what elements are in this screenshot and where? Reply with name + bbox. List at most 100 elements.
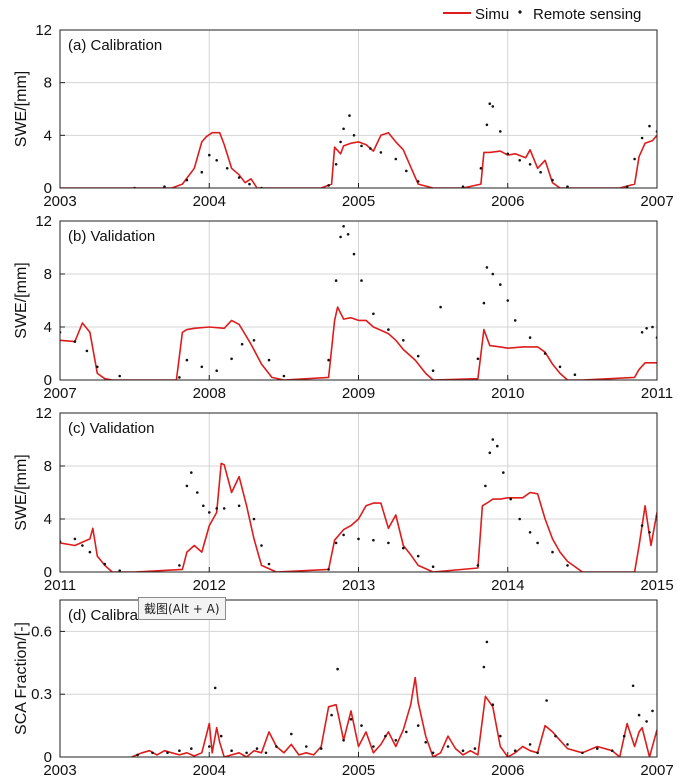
point-remote-sensing bbox=[491, 272, 495, 276]
y-tick-label: 0 bbox=[44, 564, 52, 581]
point-remote-sensing bbox=[482, 665, 486, 669]
series-line-simu bbox=[60, 462, 657, 572]
point-remote-sensing bbox=[275, 745, 278, 748]
panel-title: (a) Calibration bbox=[68, 37, 162, 54]
point-remote-sensing bbox=[566, 564, 569, 567]
point-remote-sensing bbox=[633, 157, 636, 161]
point-remote-sensing bbox=[513, 749, 517, 752]
point-remote-sensing bbox=[402, 546, 405, 550]
point-remote-sensing bbox=[631, 684, 635, 688]
point-remote-sensing bbox=[185, 358, 189, 362]
point-remote-sensing bbox=[215, 159, 218, 162]
point-remote-sensing bbox=[640, 136, 644, 140]
x-tick-label: 2009 bbox=[342, 385, 375, 402]
point-remote-sensing bbox=[245, 751, 248, 755]
x-tick-label: 2007 bbox=[43, 385, 76, 402]
point-remote-sensing bbox=[651, 325, 654, 329]
point-remote-sensing bbox=[334, 279, 338, 282]
point-remote-sensing bbox=[554, 734, 557, 738]
point-remote-sensing bbox=[96, 365, 99, 369]
x-tick-label: 2008 bbox=[193, 385, 226, 402]
point-remote-sensing bbox=[416, 354, 420, 358]
x-tick-label: 2003 bbox=[43, 193, 76, 210]
point-remote-sensing bbox=[200, 365, 204, 369]
point-remote-sensing bbox=[327, 184, 330, 187]
point-remote-sensing bbox=[369, 147, 372, 150]
series-line-simu bbox=[60, 131, 657, 188]
point-remote-sensing bbox=[357, 537, 360, 541]
point-remote-sensing bbox=[485, 266, 489, 269]
x-tick-label: 2005 bbox=[342, 762, 375, 779]
point-remote-sensing bbox=[202, 504, 205, 508]
point-remote-sensing bbox=[190, 471, 193, 474]
x-tick-label: 2011 bbox=[44, 577, 76, 594]
point-remote-sensing bbox=[163, 185, 166, 188]
point-remote-sensing bbox=[473, 747, 477, 750]
point-remote-sensing bbox=[360, 724, 363, 727]
point-remote-sensing bbox=[488, 102, 492, 105]
x-tick-label: 2003 bbox=[43, 762, 76, 779]
point-remote-sensing bbox=[416, 180, 420, 183]
point-remote-sensing bbox=[387, 328, 390, 331]
point-remote-sensing bbox=[178, 376, 181, 379]
point-remote-sensing bbox=[290, 732, 293, 736]
point-remote-sensing bbox=[225, 167, 229, 170]
x-tick-label: 2007 bbox=[640, 762, 673, 779]
point-remote-sensing bbox=[319, 747, 323, 750]
point-remote-sensing bbox=[566, 185, 569, 188]
point-remote-sensing bbox=[461, 749, 465, 752]
point-remote-sensing bbox=[536, 751, 539, 755]
point-remote-sensing bbox=[237, 176, 241, 179]
point-remote-sensing bbox=[461, 185, 465, 188]
point-remote-sensing bbox=[264, 751, 268, 755]
y-tick-label: 4 bbox=[44, 319, 52, 336]
panel-1: 2003 2004 2005 2006 2007 0 4 8 12 SWE/[mm] (a) Cal… bbox=[13, 22, 674, 210]
y-tick-label: 0 bbox=[44, 749, 52, 766]
point-remote-sensing bbox=[491, 703, 495, 706]
point-remote-sensing bbox=[545, 699, 548, 702]
y-tick-label: 4 bbox=[44, 127, 52, 144]
point-remote-sensing bbox=[651, 709, 654, 713]
y-tick-label: 8 bbox=[44, 458, 52, 475]
screenshot-tooltip: 截图(Alt + A) bbox=[138, 597, 226, 620]
point-remote-sensing bbox=[394, 739, 398, 742]
point-remote-sensing bbox=[215, 369, 218, 373]
point-remote-sensing bbox=[219, 734, 223, 738]
point-remote-sensing bbox=[543, 352, 547, 355]
point-remote-sensing bbox=[496, 444, 499, 448]
point-remote-sensing bbox=[339, 235, 342, 239]
x-tick-label: 2004 bbox=[193, 193, 226, 210]
x-tick-label: 2015 bbox=[640, 577, 673, 594]
point-remote-sensing bbox=[528, 531, 532, 534]
point-remote-sensing bbox=[596, 747, 599, 750]
point-remote-sensing bbox=[230, 749, 233, 752]
point-remote-sensing bbox=[327, 568, 330, 571]
point-remote-sensing bbox=[360, 279, 363, 282]
point-remote-sensing bbox=[499, 130, 502, 133]
point-remote-sensing bbox=[645, 327, 648, 330]
point-remote-sensing bbox=[248, 182, 251, 186]
legend-rs-swatch bbox=[518, 10, 522, 14]
point-remote-sensing bbox=[336, 667, 339, 671]
point-remote-sensing bbox=[405, 730, 408, 734]
y-tick-label: 0.3 bbox=[31, 686, 52, 703]
point-remote-sensing bbox=[416, 554, 420, 558]
point-remote-sensing bbox=[151, 751, 154, 755]
x-tick-label: 2010 bbox=[491, 385, 524, 402]
point-remote-sensing bbox=[645, 720, 648, 723]
point-remote-sensing bbox=[346, 233, 350, 236]
point-remote-sensing bbox=[222, 507, 226, 510]
x-tick-label: 2014 bbox=[491, 577, 524, 594]
point-remote-sensing bbox=[499, 283, 502, 286]
point-remote-sensing bbox=[509, 497, 512, 501]
point-remote-sensing bbox=[518, 517, 521, 521]
point-remote-sensing bbox=[118, 569, 121, 572]
point-remote-sensing bbox=[648, 531, 651, 534]
point-remote-sensing bbox=[424, 741, 428, 744]
point-remote-sensing bbox=[237, 504, 241, 508]
point-remote-sensing bbox=[551, 550, 554, 554]
point-remote-sensing bbox=[215, 507, 218, 510]
y-axis-label: SWE/[mm] bbox=[13, 454, 30, 530]
